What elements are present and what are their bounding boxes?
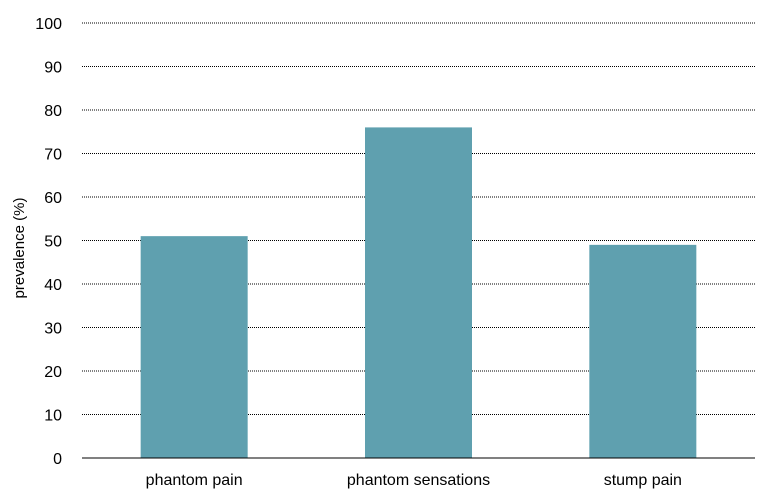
y-tick-label: 20 xyxy=(44,364,62,381)
y-tick-label: 0 xyxy=(53,451,62,468)
x-tick-labels: phantom pain phantom sensations stump pain xyxy=(146,472,682,489)
y-tick-label: 90 xyxy=(44,60,62,77)
y-tick-label: 60 xyxy=(44,190,62,207)
y-tick-label: 70 xyxy=(44,147,62,164)
y-tick-label: 40 xyxy=(44,277,62,294)
bars xyxy=(140,127,697,459)
x-tick-label: phantom sensations xyxy=(347,472,490,489)
y-tick-labels: 0 10 20 30 40 50 60 70 80 90 100 xyxy=(35,16,62,468)
x-tick-label: phantom pain xyxy=(146,472,243,489)
y-axis-label: prevalence (%) xyxy=(11,198,28,299)
y-tick-label: 100 xyxy=(35,16,62,33)
bar-phantom-pain xyxy=(140,236,248,458)
y-tick-label: 80 xyxy=(44,103,62,120)
y-tick-label: 30 xyxy=(44,321,62,338)
x-tick-label: stump pain xyxy=(604,472,682,489)
y-tick-label: 10 xyxy=(44,408,62,425)
bar-stump-pain xyxy=(589,244,697,458)
bar-phantom-sensations xyxy=(365,127,472,459)
y-tick-label: 50 xyxy=(44,234,62,251)
